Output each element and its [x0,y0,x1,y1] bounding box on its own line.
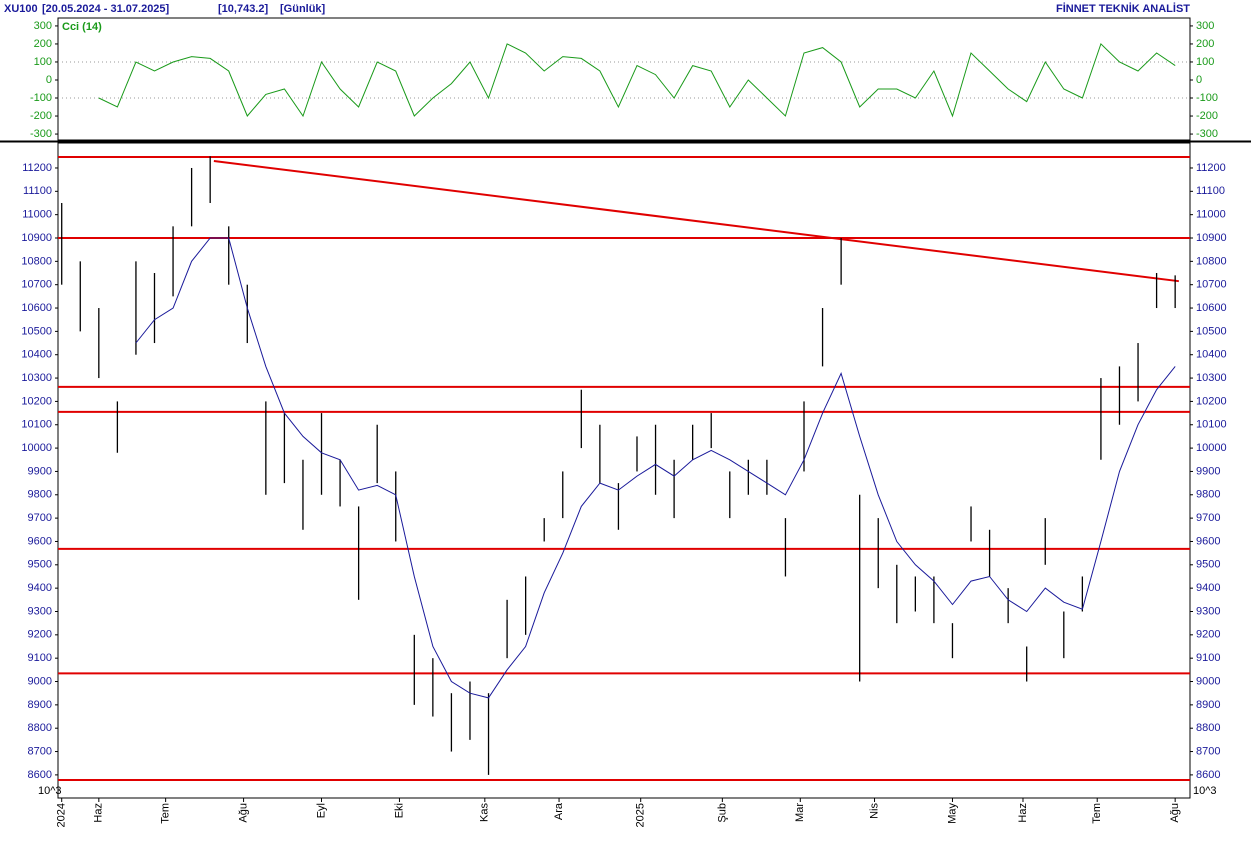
y-tick-label-right: 9200 [1196,629,1220,641]
y-tick-label: 8700 [28,745,52,757]
y-tick-label-right: 9700 [1196,512,1220,524]
y-tick-label-right: 11200 [1196,162,1226,174]
y-tick-label-right: 10500 [1196,325,1227,337]
y-tick-label: 9000 [28,675,52,687]
y-tick-label: 9400 [28,582,52,594]
y-tick-label: 9600 [28,535,52,547]
x-tick-label: Şub [716,803,728,823]
y-tick-label-right: 10300 [1196,372,1227,384]
x-tick-label: Ara [553,802,565,820]
y-tick-label: 100 [34,56,52,68]
y-tick-label-right: 11000 [1196,209,1226,221]
y-tick-label: 9800 [28,489,52,501]
x-tick-label: Nis [868,803,880,819]
x-tick-label: Eki [393,803,405,818]
x-tick-label: Kas [479,803,491,822]
price-frame [57,142,1191,799]
y-tick-label: 10900 [21,232,52,244]
y-tick-label-right: 300 [1196,20,1214,32]
y-tick-label-right: 10400 [1196,349,1227,361]
y-tick-label: 9900 [28,465,52,477]
x-tick-label: 2025 [635,803,647,827]
y-tick-label-right: 9400 [1196,582,1220,594]
y-tick-label-right: 100 [1196,56,1214,68]
y-tick-label: 11100 [23,185,52,197]
y-tick-label: 9500 [28,559,52,571]
x-tick-label: Ağu [1169,803,1181,823]
x-tick-label: Eyl [315,803,327,818]
date-range: [20.05.2024 - 31.07.2025] [42,3,170,15]
y-tick-label: 8800 [28,722,52,734]
y-tick-label-right: 10600 [1196,302,1227,314]
y-tick-label-right: -100 [1196,92,1218,104]
y-tick-label-right: 8700 [1196,745,1220,757]
cci-frame [57,17,1191,141]
y-tick-label: 10400 [21,349,52,361]
y-tick-label: 10700 [21,279,52,291]
y-tick-label-right: 10700 [1196,279,1227,291]
y-tick-label: 10200 [21,395,52,407]
y-tick-label: 9100 [28,652,52,664]
y-tick-label: 300 [34,20,52,32]
x-tick-label: Haz [93,803,105,823]
y-tick-label-right: 8800 [1196,722,1220,734]
y-tick-label: 200 [34,38,52,50]
y-tick-label: -100 [30,92,52,104]
y-tick-label: 0 [46,74,52,86]
y-tick-label-right: 9100 [1196,652,1220,664]
y-tick-label: 10100 [21,419,52,431]
x-tick-label: Haz [1017,803,1029,823]
unit-right: 10^3 [1193,785,1217,797]
y-tick-label: 10500 [21,325,52,337]
y-tick-label-right: 10800 [1196,255,1227,267]
y-tick-label-right: 10200 [1196,395,1227,407]
y-tick-label-right: -200 [1196,110,1218,122]
y-tick-label-right: 8600 [1196,769,1220,781]
y-tick-label-right: 9300 [1196,605,1220,617]
y-tick-label-right: 9600 [1196,535,1220,547]
symbol: XU100 [4,3,38,15]
trend-line [213,159,1179,283]
y-tick-label: 8900 [28,699,52,711]
y-tick-label-right: 8900 [1196,699,1220,711]
y-tick-label-right: 10000 [1196,442,1227,454]
y-tick-label: 9300 [28,605,52,617]
x-tick-label: May [946,803,958,824]
y-tick-label: 11200 [22,162,52,174]
y-tick-label: 9200 [28,629,52,641]
y-tick-label-right: 9500 [1196,559,1220,571]
indicator-label: Cci (14) [62,21,102,33]
last-value: [10,743.2] [218,3,268,15]
y-tick-label: 10000 [21,442,52,454]
y-tick-label-right: 10100 [1196,419,1227,431]
y-tick-label-right: 10900 [1196,232,1227,244]
y-tick-label: 11000 [22,209,52,221]
x-tick-label: Ağu [237,803,249,823]
x-tick-label: 2024 [56,803,68,827]
period: [Günlük] [280,3,326,15]
y-tick-label: 10300 [21,372,52,384]
y-tick-label-right: 200 [1196,38,1214,50]
cci-line [98,42,1176,118]
x-tick-label: Mar [794,803,806,822]
y-tick-label-right: 9800 [1196,489,1220,501]
y-tick-label-right: 9000 [1196,675,1220,687]
y-tick-label-right: -300 [1196,128,1218,140]
x-tick-label: Tem [1091,803,1103,824]
unit-left: 10^3 [38,785,62,797]
y-tick-label-right: 0 [1196,74,1202,86]
y-tick-label: 10600 [21,302,52,314]
y-tick-label: -200 [30,110,52,122]
y-tick-label-right: 9900 [1196,465,1220,477]
y-tick-label-right: 11100 [1196,185,1225,197]
y-tick-label: 9700 [28,512,52,524]
y-tick-label: -300 [30,128,52,140]
brand: FİNNET TEKNİK ANALİST [1056,2,1190,15]
x-tick-label: Tem [160,803,172,824]
moving-average [135,237,1176,699]
y-tick-label: 8600 [28,769,52,781]
y-tick-label: 10800 [21,255,52,267]
